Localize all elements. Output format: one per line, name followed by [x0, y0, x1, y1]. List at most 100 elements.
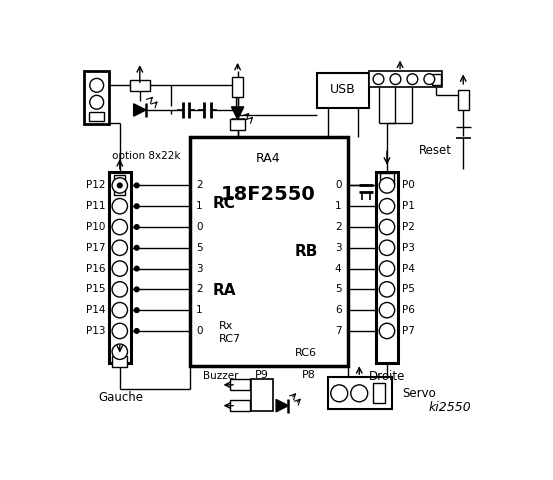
Circle shape [112, 302, 128, 318]
Text: P7: P7 [401, 326, 415, 336]
Text: Gauche: Gauche [98, 392, 143, 405]
Polygon shape [276, 399, 289, 412]
Text: P16: P16 [86, 264, 105, 274]
Circle shape [90, 96, 103, 109]
Text: 1: 1 [335, 201, 342, 211]
Text: 1: 1 [196, 201, 202, 211]
Bar [458, 90, 468, 110]
Text: P12: P12 [86, 180, 105, 191]
Circle shape [134, 245, 139, 250]
Circle shape [134, 308, 139, 312]
Circle shape [379, 219, 395, 235]
Circle shape [112, 240, 128, 255]
Text: Buzzer: Buzzer [203, 371, 238, 381]
Bar [252, 379, 273, 411]
Text: RA4: RA4 [256, 152, 281, 165]
Text: 2: 2 [196, 180, 202, 191]
Circle shape [117, 183, 122, 188]
Text: Servo: Servo [403, 387, 436, 400]
Bar [328, 377, 392, 409]
Text: 5: 5 [196, 243, 202, 253]
Text: 3: 3 [196, 264, 202, 274]
Text: 4: 4 [335, 264, 342, 274]
Circle shape [407, 74, 418, 84]
Circle shape [134, 329, 139, 333]
Text: RC6: RC6 [295, 348, 317, 358]
Text: P9: P9 [254, 370, 268, 380]
Circle shape [112, 282, 128, 297]
Circle shape [379, 199, 395, 214]
Text: 1: 1 [196, 305, 202, 315]
Circle shape [90, 78, 103, 92]
Text: P14: P14 [86, 305, 105, 315]
Circle shape [390, 74, 401, 84]
Text: P4: P4 [401, 264, 415, 274]
Circle shape [112, 261, 128, 276]
Bar [232, 77, 243, 97]
Text: 6: 6 [335, 305, 342, 315]
Bar [112, 356, 128, 367]
Circle shape [379, 178, 395, 193]
Text: P5: P5 [401, 284, 415, 294]
Text: P17: P17 [86, 243, 105, 253]
Bar [230, 400, 250, 411]
Text: RC7: RC7 [219, 335, 241, 345]
Text: P15: P15 [86, 284, 105, 294]
Text: 2: 2 [196, 284, 202, 294]
Text: 0: 0 [196, 222, 202, 232]
Circle shape [379, 323, 395, 339]
Bar [109, 171, 131, 362]
Circle shape [379, 282, 395, 297]
Bar [114, 175, 125, 195]
Circle shape [112, 323, 128, 339]
Text: 3: 3 [335, 243, 342, 253]
Text: 0: 0 [335, 180, 342, 191]
Bar [89, 111, 105, 121]
Circle shape [331, 385, 348, 402]
Circle shape [373, 74, 384, 84]
Text: P13: P13 [86, 326, 105, 336]
Text: 5: 5 [335, 284, 342, 294]
Text: RA: RA [213, 283, 237, 299]
Text: P2: P2 [401, 222, 415, 232]
Bar [230, 380, 250, 390]
Circle shape [134, 183, 139, 188]
Circle shape [379, 261, 395, 276]
Polygon shape [232, 107, 244, 119]
Text: P3: P3 [401, 243, 415, 253]
Text: 7: 7 [335, 326, 342, 336]
Circle shape [379, 240, 395, 255]
Circle shape [112, 199, 128, 214]
Text: P11: P11 [86, 201, 105, 211]
Circle shape [134, 287, 139, 292]
Text: USB: USB [330, 84, 356, 96]
Circle shape [134, 204, 139, 208]
Text: 18F2550: 18F2550 [221, 185, 316, 204]
Circle shape [134, 225, 139, 229]
Text: P1: P1 [401, 201, 415, 211]
Circle shape [112, 344, 128, 360]
Bar [317, 73, 369, 108]
Text: ki2550: ki2550 [429, 401, 471, 414]
Bar [369, 72, 442, 87]
Bar [190, 137, 348, 366]
Circle shape [351, 385, 368, 402]
Bar [85, 72, 109, 124]
Text: P8: P8 [302, 370, 316, 380]
Text: Rx: Rx [219, 321, 233, 331]
Text: Droite: Droite [369, 370, 405, 383]
Text: 2: 2 [335, 222, 342, 232]
Text: P0: P0 [401, 180, 414, 191]
Text: 0: 0 [196, 326, 202, 336]
Bar [230, 119, 246, 130]
Bar [432, 74, 441, 84]
Circle shape [112, 219, 128, 235]
Text: Reset: Reset [419, 144, 452, 156]
Text: P6: P6 [401, 305, 415, 315]
Text: RB: RB [295, 244, 319, 259]
Circle shape [424, 74, 435, 84]
Text: option 8x22k: option 8x22k [112, 151, 181, 161]
Circle shape [112, 178, 128, 193]
Circle shape [379, 302, 395, 318]
Bar [373, 384, 385, 403]
